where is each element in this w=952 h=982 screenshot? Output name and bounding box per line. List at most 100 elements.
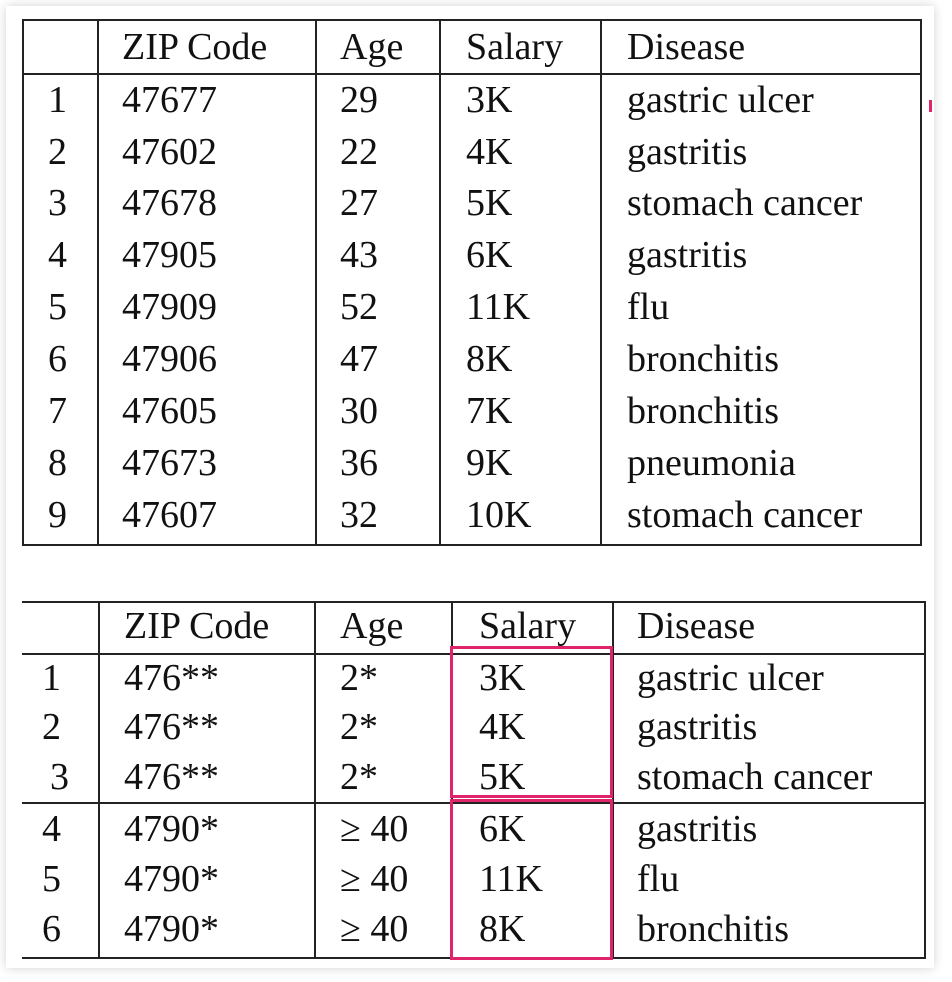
table1-cell-disease: flu	[627, 286, 670, 328]
table2-cell-disease: stomach cancer	[637, 756, 873, 798]
table1-vrule	[439, 19, 441, 546]
table1-cell-salary: 5K	[466, 182, 513, 224]
table1-cell-salary: 8K	[466, 338, 513, 380]
table1-header-salary: Salary	[466, 26, 564, 68]
table2-vrule	[314, 601, 316, 959]
table2-cell-zip: 476**	[124, 706, 219, 748]
table2-cell-age: ≥ 40	[340, 808, 409, 850]
table1-header-zip: ZIP Code	[122, 26, 268, 68]
table1-cell-salary: 11K	[466, 286, 531, 328]
table1-cell-age: 27	[340, 182, 378, 224]
table2-header-age: Age	[340, 605, 404, 647]
table1-cell-disease: bronchitis	[627, 338, 779, 380]
table1-cell-id: 3	[48, 182, 67, 224]
table1-cell-age: 47	[340, 338, 378, 380]
table2-cell-zip: 4790*	[124, 908, 219, 950]
table2-vrule	[98, 601, 100, 959]
table2-group-rule	[22, 802, 926, 804]
table2-header-zip: ZIP Code	[124, 605, 270, 647]
salary-group-highlight-1	[450, 646, 613, 798]
table2-cell-age: 2*	[340, 706, 378, 748]
table1-cell-id: 2	[48, 131, 67, 173]
table1-vrule	[600, 19, 602, 546]
table1-cell-zip: 47678	[122, 182, 217, 224]
table1-vrule	[315, 19, 317, 546]
table1-cell-zip: 47605	[122, 390, 217, 432]
table1-cell-disease: gastritis	[627, 234, 748, 276]
table1-cell-age: 30	[340, 390, 378, 432]
table1-bottom-rule	[22, 544, 922, 546]
table2-cell-salary: 5K	[479, 756, 526, 798]
table1-cell-age: 36	[340, 442, 378, 484]
table1-cell-id: 6	[48, 338, 67, 380]
table1-header-rule	[22, 73, 922, 75]
table2-cell-zip: 476**	[124, 756, 219, 798]
table2-cell-id: 6	[42, 908, 61, 950]
table2-header-rule	[22, 653, 926, 655]
table2-cell-id: 2	[42, 706, 61, 748]
table2-vrule	[612, 601, 614, 959]
table2-cell-disease: gastritis	[637, 706, 758, 748]
table2-top-rule	[22, 601, 926, 603]
table1-cell-age: 29	[340, 79, 378, 121]
table1-header-disease: Disease	[627, 26, 746, 68]
table2-cell-zip: 4790*	[124, 808, 219, 850]
table1-cell-salary: 10K	[466, 494, 532, 536]
red-edge-mark	[929, 100, 932, 112]
table1-cell-disease: pneumonia	[627, 442, 796, 484]
table2-cell-age: 2*	[340, 657, 378, 699]
table2-cell-disease: gastric ulcer	[637, 657, 824, 699]
table1-cell-id: 7	[48, 390, 67, 432]
table1-cell-zip: 47602	[122, 131, 217, 173]
table2-cell-salary: 3K	[479, 657, 526, 699]
table1-cell-age: 52	[340, 286, 378, 328]
table2-cell-salary: 11K	[479, 858, 544, 900]
table1-cell-salary: 6K	[466, 234, 513, 276]
table1-cell-disease: stomach cancer	[627, 182, 863, 224]
table2-cell-disease: bronchitis	[637, 908, 789, 950]
table1-cell-age: 43	[340, 234, 378, 276]
table1-vrule	[920, 19, 922, 546]
table2-cell-age: 2*	[340, 756, 378, 798]
table2-header-salary: Salary	[479, 605, 577, 647]
table1-cell-disease: bronchitis	[627, 390, 779, 432]
table1-cell-zip: 47909	[122, 286, 217, 328]
table2-cell-id: 1	[42, 657, 61, 699]
table2-header-disease: Disease	[637, 605, 756, 647]
table2-cell-id: 3	[50, 756, 69, 798]
table1-cell-disease: stomach cancer	[627, 494, 863, 536]
table2-cell-salary: 6K	[479, 808, 526, 850]
table1-cell-salary: 7K	[466, 390, 513, 432]
table1-cell-age: 32	[340, 494, 378, 536]
table1-cell-id: 9	[48, 494, 67, 536]
table1-cell-salary: 9K	[466, 442, 513, 484]
table2-cell-salary: 8K	[479, 908, 526, 950]
table1-cell-age: 22	[340, 131, 378, 173]
document-frame	[6, 6, 934, 968]
table2-cell-zip: 476**	[124, 657, 219, 699]
table2-cell-zip: 4790*	[124, 858, 219, 900]
table1-cell-zip: 47607	[122, 494, 217, 536]
table1-cell-id: 8	[48, 442, 67, 484]
table2-cell-id: 5	[42, 858, 61, 900]
table1-top-rule	[22, 19, 922, 21]
table1-cell-zip: 47673	[122, 442, 217, 484]
table2-cell-id: 4	[42, 808, 61, 850]
table1-cell-id: 5	[48, 286, 67, 328]
table1-cell-disease: gastritis	[627, 131, 748, 173]
table2-cell-salary: 4K	[479, 706, 526, 748]
table2-cell-disease: flu	[637, 858, 680, 900]
table1-cell-salary: 4K	[466, 131, 513, 173]
table1-vrule	[22, 19, 24, 546]
salary-group-highlight-2	[450, 799, 613, 960]
table1-cell-id: 4	[48, 234, 67, 276]
table1-cell-salary: 3K	[466, 79, 513, 121]
table1-cell-zip: 47906	[122, 338, 217, 380]
table1-cell-id: 1	[48, 79, 67, 121]
table1-header-age: Age	[340, 26, 404, 68]
table2-cell-disease: gastritis	[637, 808, 758, 850]
table2-cell-age: ≥ 40	[340, 858, 409, 900]
table1-vrule	[97, 19, 99, 546]
